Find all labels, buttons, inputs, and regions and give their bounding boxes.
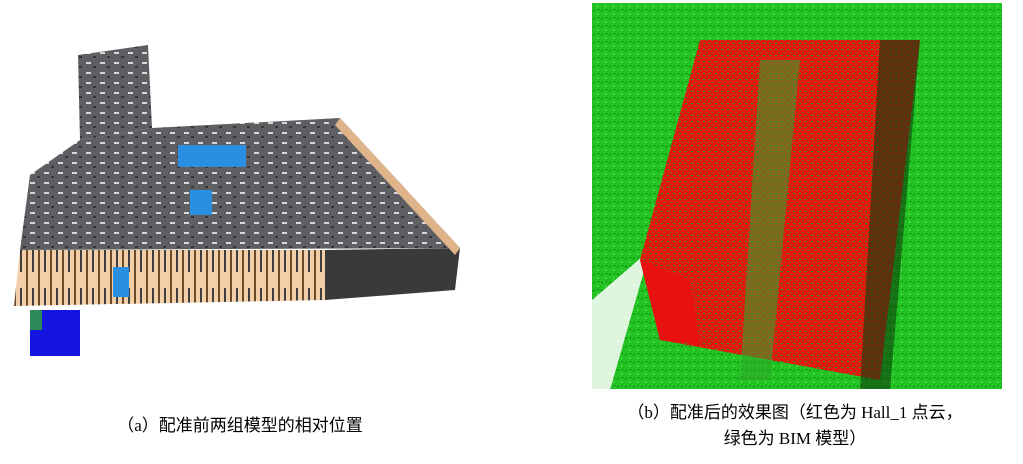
caption-b-line-1: （b）配准后的效果图（红色为 Hall_1 点云， — [627, 403, 962, 422]
caption-b-line-2: 绿色为 BIM 模型） — [724, 429, 867, 448]
panel-b-image — [592, 3, 1002, 390]
caption-a: （a）配准前两组模型的相对位置 — [117, 416, 363, 435]
panel-a-image — [14, 45, 460, 356]
